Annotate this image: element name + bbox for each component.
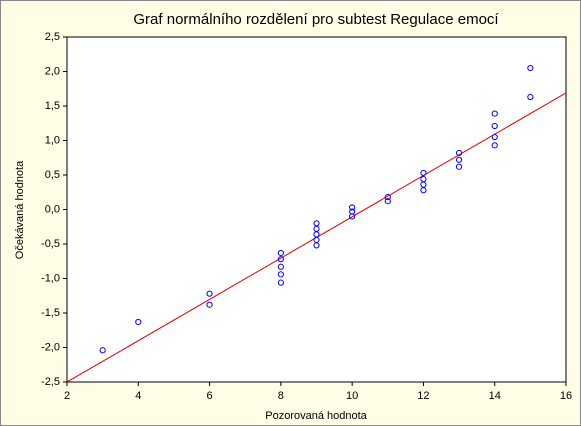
y-tick-label: -2,0	[41, 341, 60, 353]
x-tick-label: 10	[346, 390, 358, 402]
x-tick-label: 2	[64, 390, 70, 402]
x-tick-label: 4	[135, 390, 141, 402]
point	[135, 318, 142, 326]
plot-area	[66, 36, 567, 383]
point	[527, 93, 534, 101]
point	[349, 213, 356, 220]
x-tick-label: 14	[489, 390, 501, 402]
x-tick-label: 16	[560, 390, 572, 402]
point	[491, 122, 498, 130]
point	[491, 133, 498, 141]
point	[277, 263, 284, 270]
point	[313, 242, 320, 249]
y-tick-label: 0,5	[45, 169, 60, 181]
point	[206, 301, 213, 308]
y-axis-label: Očekávaná hodnota	[14, 160, 26, 259]
point	[277, 256, 284, 263]
point	[277, 249, 284, 257]
point	[455, 156, 463, 163]
y-tick-label: 1,5	[45, 100, 60, 112]
point	[277, 271, 284, 278]
y-tick-label: 2,5	[45, 31, 60, 43]
point	[206, 290, 213, 297]
y-tick-label: 2,0	[45, 65, 60, 77]
point	[420, 187, 427, 194]
point	[349, 204, 356, 211]
chart-title: Graf normálního rozdělení pro subtest Re…	[133, 11, 499, 28]
y-tick-label: -0,5	[41, 238, 60, 250]
point	[384, 193, 391, 201]
y-tick-label: 0,0	[45, 203, 60, 215]
point	[527, 64, 534, 72]
x-tick-label: 6	[207, 390, 213, 402]
y-tick-label: -1,0	[41, 272, 60, 284]
point	[491, 142, 498, 149]
point	[384, 198, 391, 205]
y-tick-label: -1,5	[41, 307, 60, 319]
point	[277, 279, 284, 286]
y-tick-label: 1,0	[45, 134, 60, 146]
x-tick-label: 12	[417, 390, 429, 402]
x-tick-label: 8	[278, 390, 284, 402]
point	[455, 149, 463, 157]
x-axis-label: Pozorovaná hodnota	[265, 410, 367, 422]
point	[491, 110, 498, 117]
point	[420, 169, 427, 177]
point	[455, 163, 463, 170]
point	[99, 347, 106, 354]
y-tick-label: -2,5	[41, 376, 60, 388]
